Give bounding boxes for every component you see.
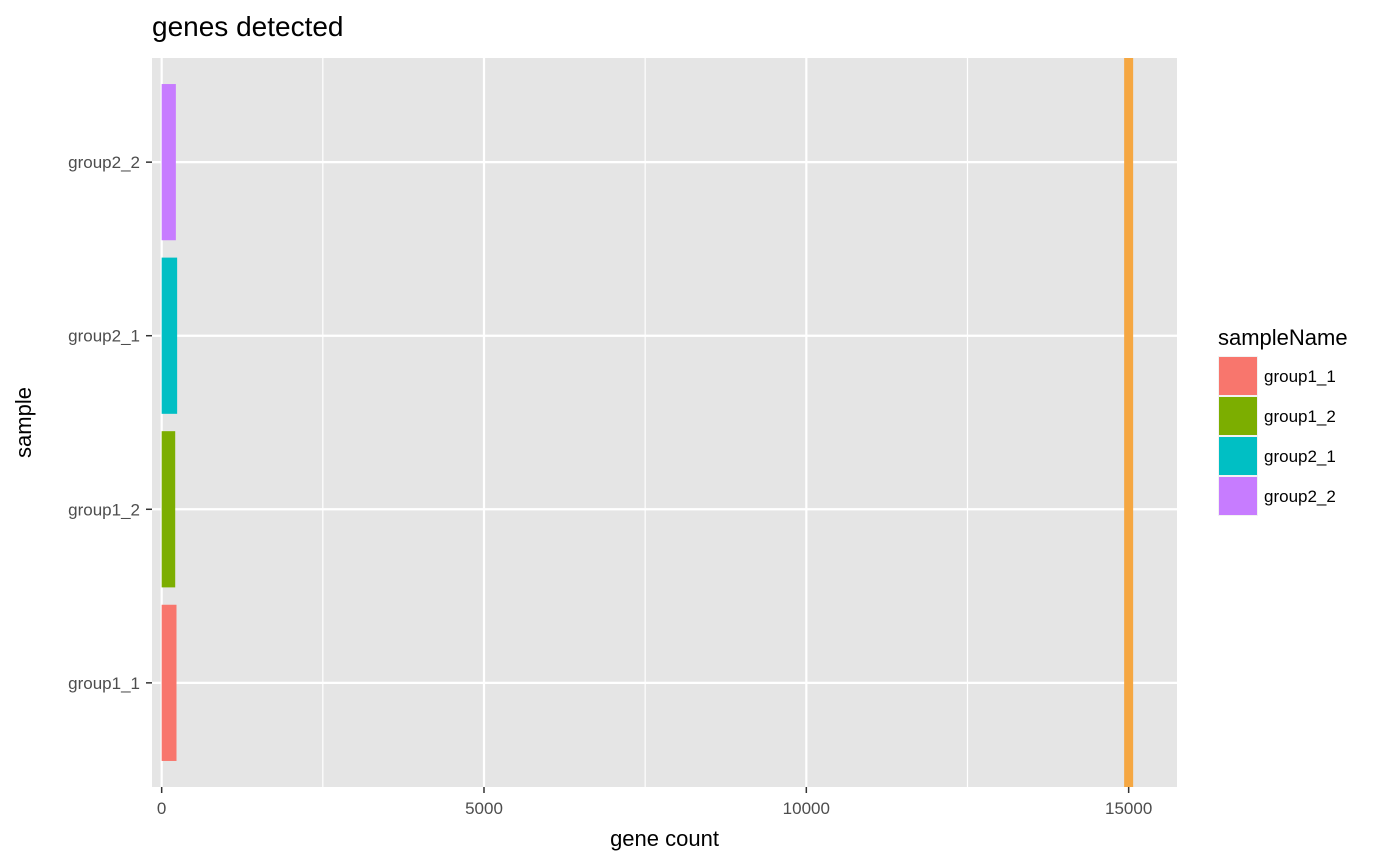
legend: sampleName group1_1group1_2group2_1group… <box>1218 325 1348 516</box>
grid-minor <box>322 58 969 787</box>
y-axis-title: sample <box>11 387 36 458</box>
y-tick-label: group2_2 <box>68 153 140 172</box>
legend-key-group2_2 <box>1219 477 1257 515</box>
bar-group2_1 <box>161 257 178 414</box>
x-tick-label: 0 <box>157 799 166 818</box>
legend-label: group2_1 <box>1264 447 1336 466</box>
legend-title: sampleName <box>1218 325 1348 350</box>
bar-group1_1 <box>161 604 177 761</box>
x-tick-label: 10000 <box>783 799 830 818</box>
legend-items: group1_1 group1_2 group2_1 group2_2 <box>1218 356 1336 516</box>
chart-title: genes detected <box>152 11 344 42</box>
y-tick-label: group1_1 <box>68 674 140 693</box>
legend-label: group2_2 <box>1264 487 1336 506</box>
x-tick-label: 15000 <box>1105 799 1152 818</box>
y-tick-label: group1_2 <box>68 500 140 519</box>
legend-key-group1_1 <box>1219 357 1257 395</box>
bar-group1_2 <box>161 431 176 588</box>
legend-key-group2_1 <box>1219 437 1257 475</box>
x-axis: 0 5000 10000 15000 <box>157 787 1152 818</box>
x-axis-title: gene count <box>610 826 719 851</box>
plot-panel <box>152 58 1177 787</box>
x-tick-label: 5000 <box>465 799 503 818</box>
legend-key-group1_2 <box>1219 397 1257 435</box>
legend-label: group1_2 <box>1264 407 1336 426</box>
y-tick-label: group2_1 <box>68 327 140 346</box>
legend-label: group1_1 <box>1264 367 1336 386</box>
bar-group2_2 <box>161 84 176 241</box>
bars <box>161 84 178 761</box>
y-axis: group1_1 group1_2 group2_1 group2_2 <box>68 153 152 693</box>
